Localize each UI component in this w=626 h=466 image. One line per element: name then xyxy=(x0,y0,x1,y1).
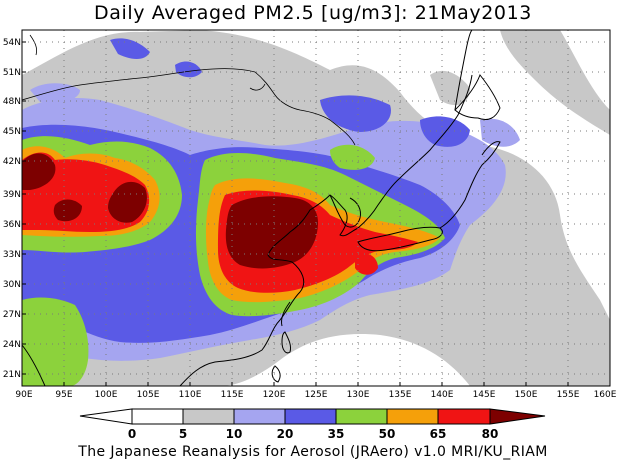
colorbar-bin-0-5 xyxy=(131,408,184,425)
lon-label: 160E xyxy=(594,390,617,400)
lat-label: 39N xyxy=(3,190,21,200)
lon-label: 115E xyxy=(221,390,244,400)
lon-label: 130E xyxy=(347,390,370,400)
longitude-labels: 90E 95E 100E 105E 110E 115E 120E 125E 13… xyxy=(15,390,616,400)
colorbar-label: 5 xyxy=(179,427,187,441)
colorbar-label: 35 xyxy=(328,427,345,441)
colorbar-label: 50 xyxy=(379,427,396,441)
lon-label: 105E xyxy=(137,390,160,400)
colorbar-bin-10-20 xyxy=(233,408,286,425)
latitude-labels: 54N 51N 48N 45N 42N 39N 36N 33N 30N 27N … xyxy=(3,38,21,380)
lon-label: 145E xyxy=(473,390,496,400)
colorbar-label: 65 xyxy=(430,427,447,441)
colorbar xyxy=(79,408,546,425)
lon-label: 120E xyxy=(263,390,286,400)
contour-dark-red xyxy=(22,153,318,269)
lon-label: 110E xyxy=(179,390,202,400)
colorbar-bin-50-65 xyxy=(386,408,439,425)
colorbar-label: 20 xyxy=(277,427,294,441)
footer-caption: The Japanese Reanalysis for Aerosol (JRA… xyxy=(78,444,548,460)
lon-label: 100E xyxy=(95,390,118,400)
lat-label: 21N xyxy=(3,370,21,380)
lat-label: 51N xyxy=(3,68,21,78)
coastlines xyxy=(22,30,501,386)
colorbar-right-arrow xyxy=(489,408,546,425)
colorbar-bin-5-10 xyxy=(182,408,235,425)
borders xyxy=(22,34,356,146)
lat-label: 33N xyxy=(3,250,21,260)
lat-label: 48N xyxy=(3,97,21,107)
lat-label: 24N xyxy=(3,340,21,350)
axis-ticks xyxy=(22,41,569,386)
colorbar-label: 10 xyxy=(226,427,243,441)
colorbar-bin-65-80 xyxy=(437,408,491,425)
colorbar-bin-35-50 xyxy=(335,408,388,425)
lat-label: 42N xyxy=(3,157,21,167)
lon-label: 90E xyxy=(15,390,32,400)
lat-label: 36N xyxy=(3,220,21,230)
colorbar-bin-20-35 xyxy=(284,408,337,425)
colorbar-left-arrow xyxy=(79,408,133,425)
lat-label: 30N xyxy=(3,280,21,290)
lat-label: 45N xyxy=(3,127,21,137)
colorbar-label: 80 xyxy=(482,427,499,441)
colorbar-label: 0 xyxy=(128,427,136,441)
lon-label: 125E xyxy=(305,390,328,400)
lon-label: 140E xyxy=(431,390,454,400)
lon-label: 135E xyxy=(389,390,412,400)
map-area xyxy=(22,30,610,386)
graticule xyxy=(22,30,610,386)
lon-label: 155E xyxy=(557,390,580,400)
lat-label: 54N xyxy=(3,38,21,48)
lon-label: 150E xyxy=(515,390,538,400)
lon-label: 95E xyxy=(55,390,72,400)
lat-label: 27N xyxy=(3,310,21,320)
colorbar-labels: 0 5 10 20 35 50 65 80 xyxy=(128,427,499,441)
map-title: Daily Averaged PM2.5 [ug/m3]: 21May2013 xyxy=(94,2,532,24)
